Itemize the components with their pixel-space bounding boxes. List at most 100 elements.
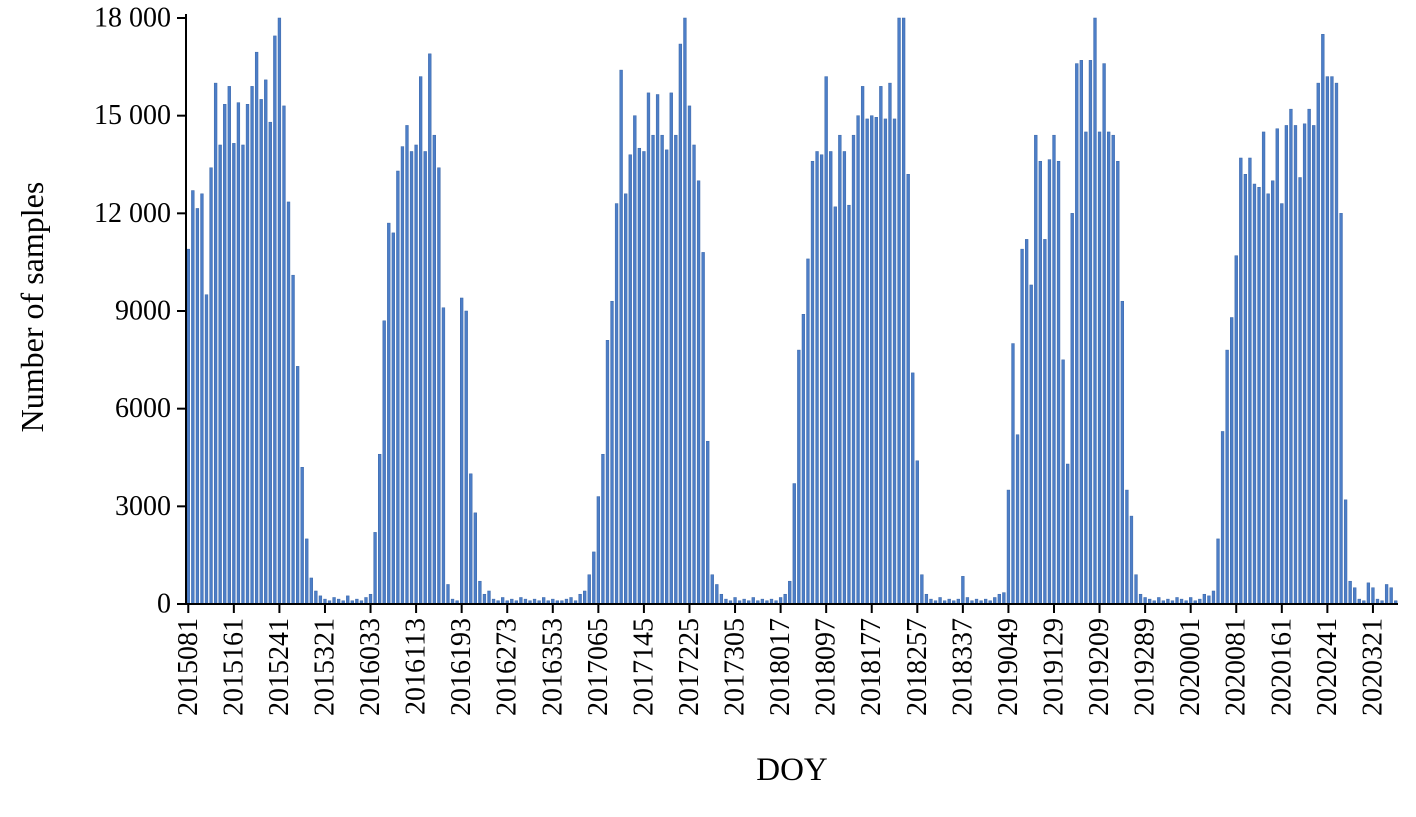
bar — [1138, 593, 1143, 605]
bar — [655, 94, 660, 605]
bar — [592, 551, 596, 605]
bar — [373, 532, 377, 605]
bar — [833, 206, 837, 605]
bar — [1307, 108, 1311, 605]
bar — [1025, 239, 1029, 605]
bar — [1389, 587, 1393, 605]
bar — [1266, 193, 1270, 605]
bar — [204, 294, 209, 605]
bar — [232, 143, 236, 605]
bar — [213, 82, 218, 605]
bar — [1348, 580, 1352, 605]
bar — [1334, 82, 1339, 605]
bar — [264, 79, 268, 605]
bar — [1312, 125, 1316, 605]
bar — [209, 167, 213, 605]
x-tick-label: 2020081 — [1221, 618, 1252, 716]
bar — [683, 17, 687, 605]
y-tick-label: 12 000 — [94, 198, 171, 229]
bar — [414, 144, 418, 605]
bar — [195, 208, 200, 605]
bar — [642, 151, 646, 605]
bar — [314, 590, 318, 605]
bar — [687, 105, 692, 605]
bar — [1325, 76, 1330, 605]
bar — [1330, 76, 1334, 605]
bar — [1097, 131, 1102, 605]
x-tick-label: 2016193 — [446, 618, 477, 716]
bar — [473, 512, 477, 605]
bar — [788, 580, 792, 605]
bar — [614, 203, 619, 605]
bar — [241, 144, 245, 605]
bar — [1384, 584, 1389, 605]
bar — [1371, 587, 1375, 605]
bar — [1230, 317, 1234, 605]
bar — [801, 314, 806, 605]
y-tick-label: 0 — [157, 589, 171, 620]
bar — [1216, 538, 1220, 605]
bar — [1302, 123, 1307, 605]
bar — [1125, 489, 1129, 605]
bar — [1366, 582, 1371, 605]
bar — [405, 125, 409, 605]
bar — [318, 595, 323, 605]
bar — [1293, 125, 1298, 605]
bar — [829, 151, 833, 605]
bar — [619, 69, 623, 605]
x-tick-label: 2016273 — [492, 618, 523, 716]
bar — [815, 151, 819, 605]
bar — [1252, 183, 1257, 605]
bar — [277, 17, 282, 605]
bar — [879, 86, 883, 605]
bar — [1271, 180, 1275, 605]
bar — [646, 92, 651, 605]
bar — [1321, 34, 1325, 605]
bar — [295, 366, 300, 605]
bar — [851, 134, 856, 605]
bar — [1261, 131, 1266, 605]
bar — [596, 496, 601, 605]
x-tick-label: 2020241 — [1312, 618, 1343, 716]
bar — [1056, 160, 1061, 605]
bar — [1211, 590, 1216, 605]
bar — [291, 274, 295, 605]
y-tick-label: 9000 — [115, 296, 171, 327]
bar — [218, 144, 222, 605]
bar — [865, 118, 869, 605]
x-tick-label: 2018257 — [902, 618, 933, 716]
x-tick-label: 2020161 — [1266, 618, 1297, 716]
x-tick-label: 2019289 — [1130, 618, 1161, 716]
bar — [870, 115, 874, 605]
x-tick-label: 2018097 — [811, 618, 842, 716]
bar — [587, 574, 591, 605]
x-tick-label: 2016033 — [355, 618, 386, 716]
bar — [883, 118, 888, 605]
bar — [223, 104, 227, 605]
x-tick-label: 2019209 — [1084, 618, 1115, 716]
bar — [1134, 574, 1138, 605]
bar — [842, 151, 847, 605]
bar — [719, 593, 724, 605]
bar — [1202, 593, 1206, 605]
bar — [482, 593, 487, 605]
x-tick-label: 2015321 — [309, 618, 340, 716]
bar — [601, 453, 605, 605]
x-tick-label: 2017065 — [583, 618, 614, 716]
bar — [901, 17, 906, 605]
bar — [860, 86, 865, 605]
y-tick-label: 3000 — [115, 491, 171, 522]
bar — [387, 222, 391, 605]
bar — [888, 82, 892, 605]
bar — [478, 580, 482, 605]
bar — [911, 372, 915, 605]
bar — [391, 232, 395, 605]
bar — [605, 340, 610, 605]
bar — [1102, 63, 1106, 605]
x-tick-label: 2015241 — [264, 618, 295, 716]
bar — [309, 577, 313, 605]
bar — [1257, 187, 1261, 605]
bar — [1316, 82, 1320, 605]
bar — [1298, 177, 1302, 605]
